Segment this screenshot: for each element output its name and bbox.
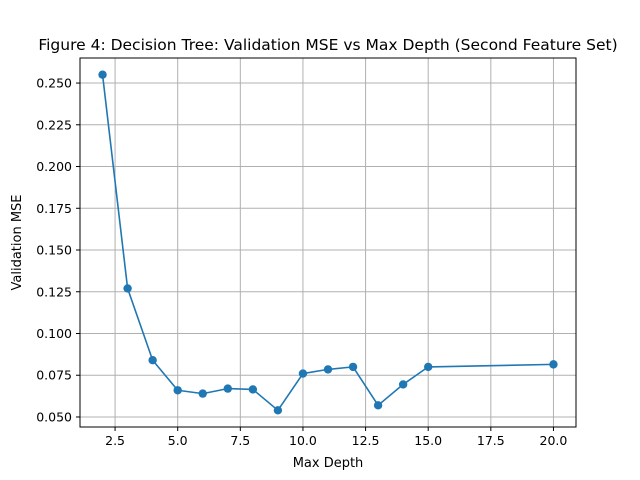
data-point [98, 70, 107, 79]
x-tick-label: 5.0 [168, 433, 188, 448]
data-point [549, 360, 558, 369]
grid-lines [80, 58, 576, 427]
y-tick-label: 0.075 [36, 368, 72, 383]
y-axis-label: Validation MSE [10, 194, 25, 290]
y-tick-label: 0.050 [36, 409, 72, 424]
data-point [173, 386, 182, 395]
axis-ticks: 2.5 5.0 7.5 10.0 12.5 15.0 17.5 20.0 0.050 0.075 0… [36, 76, 567, 448]
data-point [373, 401, 383, 410]
data-point [398, 380, 408, 389]
x-axis-label: Max Depth [293, 456, 364, 471]
x-tick-label: 7.5 [230, 433, 250, 448]
y-tick-label: 0.225 [36, 117, 72, 132]
y-tick-label: 0.175 [36, 201, 72, 216]
data-point [424, 362, 433, 372]
plot-frame [79, 57, 577, 428]
series [98, 70, 558, 415]
data-point [123, 284, 132, 293]
data-point [273, 406, 283, 415]
y-tick-label: 0.250 [36, 76, 72, 91]
y-tick-label: 0.200 [36, 159, 72, 174]
x-tick-label: 20.0 [540, 433, 568, 448]
data-point [223, 384, 232, 393]
data-point [348, 362, 358, 372]
y-tick-label: 0.150 [36, 243, 72, 258]
x-tick-label: 12.5 [352, 433, 380, 448]
data-point [298, 369, 308, 378]
x-tick-label: 17.5 [477, 433, 505, 448]
data-point [323, 365, 333, 374]
x-tick-label: 10.0 [289, 433, 317, 448]
data-point [248, 385, 258, 394]
data-point [148, 356, 157, 365]
chart-title: Figure 4: Decision Tree: Validation MSE … [38, 36, 617, 54]
y-tick-label: 0.100 [36, 326, 72, 341]
x-tick-label: 15.0 [414, 433, 442, 448]
y-tick-label: 0.125 [36, 284, 72, 299]
data-point [198, 389, 207, 398]
x-tick-label: 2.5 [105, 433, 125, 448]
